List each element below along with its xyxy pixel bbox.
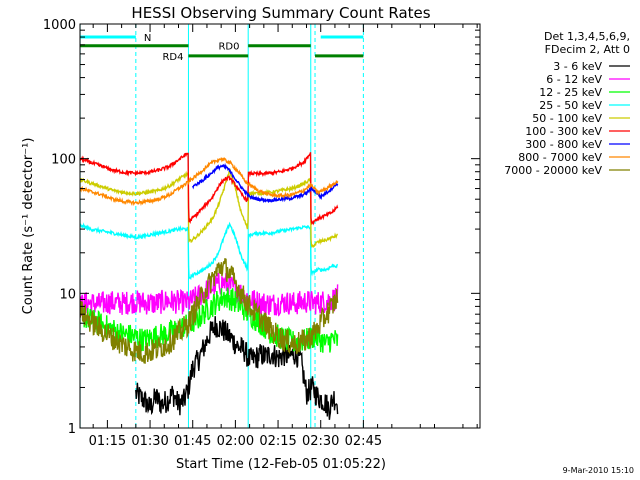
legend-label-2: 12 - 25 keV [539, 86, 602, 99]
x-tick-label-3: 02:00 [217, 434, 254, 449]
y-axis-label: Count Rate (s⁻¹ detector⁻¹) [21, 138, 36, 315]
legend-label-4: 50 - 100 keV [532, 112, 602, 125]
legend-label-5: 100 - 300 keV [525, 125, 602, 138]
series-line-0 [135, 316, 339, 420]
x-tick-label-4: 02:15 [259, 434, 296, 449]
series-line-5 [80, 152, 339, 226]
legend-label-6: 300 - 800 keV [525, 138, 602, 151]
y-tick-label-3: 1000 [43, 18, 76, 33]
footer-date: 9-Mar-2010 15:10 [563, 466, 634, 475]
series-line-6 [192, 162, 339, 204]
y-tick-label-0: 1 [68, 422, 76, 437]
x-tick-label-0: 01:15 [89, 434, 126, 449]
x-axis: 01:15 01:30 01:45 02:00 02:15 02:30 02:45 [89, 24, 478, 449]
legend-label-3: 25 - 50 keV [539, 99, 602, 112]
series-line-3 [80, 221, 339, 281]
x-tick-label-6: 02:45 [345, 434, 382, 449]
state-bar-label-rd0: RD0 [218, 42, 239, 53]
y-tick-label-1: 10 [59, 287, 76, 302]
y-axis: 1 10 100 1000 [43, 18, 480, 437]
x-axis-label: Start Time (12-Feb-05 01:05:22) [176, 457, 386, 472]
y-tick-label-2: 100 [51, 153, 76, 168]
series-group [80, 152, 339, 420]
plot-frame [79, 23, 481, 429]
x-tick-label-1: 01:30 [131, 434, 168, 449]
legend: Det 1,3,4,5,6,9,FDecim 2, Att 0 3 - 6 keV… [504, 30, 630, 177]
series-line-8 [80, 258, 339, 364]
series-line-7 [80, 157, 339, 207]
state-bar-label-n: N [144, 33, 151, 44]
chart-title: HESSI Observing Summary Count Rates [131, 4, 430, 22]
vertical-markers [79, 24, 364, 428]
series-line-4 [80, 168, 339, 249]
x-tick-label-5: 02:30 [302, 434, 339, 449]
series-line-1 [80, 272, 339, 318]
state-bars: N RD0 RD4 [80, 33, 364, 63]
legend-label-1: 6 - 12 keV [546, 73, 602, 86]
x-tick-label-2: 01:45 [174, 434, 211, 449]
legend-title-0: Det 1,3,4,5,6,9, [544, 30, 630, 43]
legend-title-1: FDecim 2, Att 0 [545, 43, 630, 56]
legend-label-8: 7000 - 20000 keV [504, 164, 602, 177]
state-bar-label-rd4: RD4 [162, 52, 183, 63]
legend-label-0: 3 - 6 keV [553, 60, 602, 73]
legend-label-7: 800 - 7000 keV [518, 151, 602, 164]
series-line-2 [80, 287, 339, 353]
